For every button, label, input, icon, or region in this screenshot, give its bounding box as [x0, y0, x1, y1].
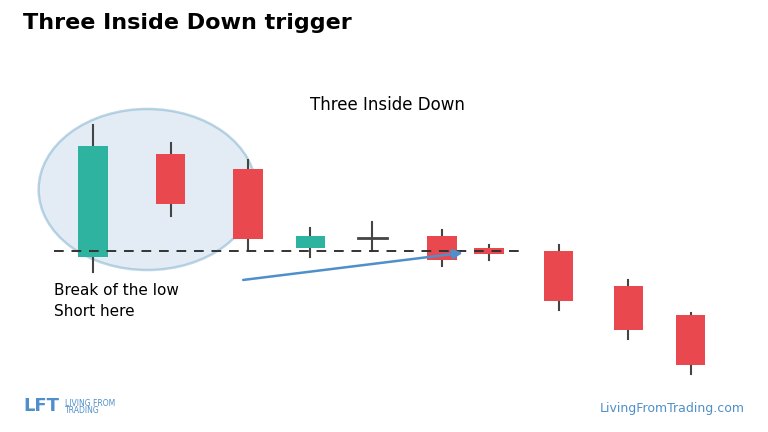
Text: LIVING FROM: LIVING FROM	[65, 399, 115, 408]
Text: Three Inside Down: Three Inside Down	[310, 95, 465, 114]
Text: LivingFromTrading.com: LivingFromTrading.com	[600, 402, 745, 415]
Bar	[428, 236, 457, 260]
Ellipse shape	[38, 109, 256, 270]
Bar	[676, 315, 705, 365]
Text: TRADING: TRADING	[65, 406, 100, 415]
Bar	[474, 248, 504, 254]
Text: LFT: LFT	[23, 397, 59, 415]
Text: Three Inside Down trigger: Three Inside Down trigger	[23, 13, 352, 33]
Bar	[78, 146, 108, 257]
Bar	[544, 251, 574, 301]
Text: Break of the low
Short here: Break of the low Short here	[55, 283, 179, 319]
Bar	[233, 169, 263, 239]
Bar	[614, 286, 644, 330]
Bar	[156, 154, 185, 204]
Bar	[296, 236, 325, 248]
